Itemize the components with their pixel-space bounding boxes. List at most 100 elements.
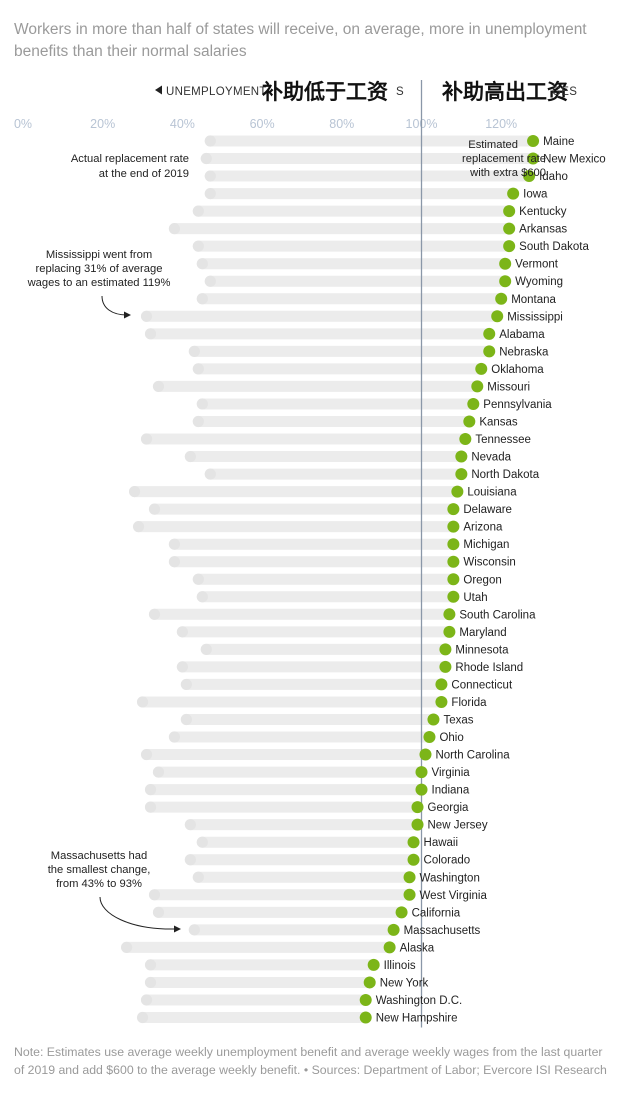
state-label-south-dakota: South Dakota bbox=[519, 241, 589, 253]
actual-dot-california bbox=[152, 906, 165, 918]
estimated-dot-virginia bbox=[415, 766, 428, 779]
actual-dot-arkansas bbox=[168, 223, 181, 235]
estimated-dot-rhode-island bbox=[439, 660, 452, 673]
header-left-overlay: 补助低于工资 bbox=[261, 79, 388, 104]
state-label-virginia: Virginia bbox=[432, 767, 471, 779]
state-label-connecticut: Connecticut bbox=[451, 679, 513, 691]
annotation-massachusetts-line-2: the smallest change, bbox=[48, 864, 151, 876]
annotation-estimated: Estimated replacement rate with extra $6… bbox=[462, 139, 546, 179]
header-left-small: UNEMPLOYMENT bbox=[166, 86, 267, 98]
state-label-maryland: Maryland bbox=[459, 627, 506, 639]
footnote: Note: Estimates use average weekly unemp… bbox=[14, 1045, 607, 1077]
actual-dot-delaware bbox=[148, 503, 161, 515]
state-label-south-carolina: South Carolina bbox=[459, 609, 536, 621]
x-tick-label-60: 60% bbox=[250, 117, 275, 131]
state-label-colorado: Colorado bbox=[424, 855, 471, 867]
chart-title: Workers in more than half of states will… bbox=[14, 21, 587, 60]
actual-dot-south-carolina bbox=[148, 608, 161, 620]
estimated-dot-south-carolina bbox=[443, 608, 456, 621]
annotation-massachusetts-line-3: from 43% to 93% bbox=[56, 878, 142, 890]
estimated-dot-connecticut bbox=[435, 678, 448, 691]
actual-dot-kentucky bbox=[192, 205, 204, 217]
actual-dot-minnesota bbox=[200, 643, 212, 655]
estimated-dot-mississippi bbox=[491, 310, 504, 323]
actual-dot-rhode-island bbox=[176, 661, 188, 673]
actual-dot-maine bbox=[204, 135, 216, 147]
actual-dot-hawaii bbox=[196, 836, 208, 848]
state-label-texas: Texas bbox=[443, 714, 473, 726]
estimated-dot-new-mexico bbox=[527, 152, 540, 165]
estimated-dot-california bbox=[395, 906, 408, 919]
estimated-dot-oklahoma bbox=[475, 362, 488, 375]
state-label-new-jersey: New Jersey bbox=[428, 820, 488, 832]
actual-dot-alaska bbox=[121, 941, 133, 953]
estimated-dot-alaska bbox=[383, 941, 396, 954]
estimated-dot-kentucky bbox=[503, 205, 516, 218]
estimated-dot-alabama bbox=[483, 327, 496, 340]
actual-dot-louisiana bbox=[128, 486, 141, 498]
state-label-georgia: Georgia bbox=[428, 802, 470, 814]
actual-dot-new-jersey bbox=[184, 819, 196, 831]
estimated-dot-south-dakota bbox=[503, 240, 516, 253]
header-left-tail: S bbox=[396, 86, 404, 98]
estimated-dot-maryland bbox=[443, 625, 456, 638]
actual-dot-indiana bbox=[144, 784, 157, 796]
estimated-dot-new-jersey bbox=[411, 818, 424, 831]
annotation-mississippi-arrowhead bbox=[124, 311, 131, 319]
actual-dot-texas bbox=[180, 713, 192, 726]
actual-dot-washington bbox=[192, 871, 204, 883]
header-right-tail: GES bbox=[552, 86, 577, 98]
actual-dot-maryland bbox=[176, 626, 188, 638]
state-label-new-mexico: New Mexico bbox=[543, 154, 606, 166]
state-label-oklahoma: Oklahoma bbox=[491, 364, 544, 376]
estimated-dot-florida bbox=[435, 695, 448, 708]
state-label-vermont: Vermont bbox=[515, 259, 559, 271]
actual-dot-montana bbox=[196, 293, 208, 305]
annotation-mississippi-line-2: replacing 31% of average bbox=[36, 263, 163, 275]
estimated-dot-louisiana bbox=[451, 485, 464, 498]
state-label-maine: Maine bbox=[543, 136, 574, 148]
annotation-massachusetts-line-1: Massachusetts had bbox=[51, 850, 147, 862]
actual-dot-ohio bbox=[168, 731, 181, 743]
state-label-alabama: Alabama bbox=[499, 329, 545, 341]
state-labels-layer: Maine New Mexico Idaho Iowa Kentucky Arkansas… bbox=[376, 136, 606, 1025]
x-tick-label-80: 80% bbox=[329, 117, 354, 131]
estimated-dot-maine bbox=[527, 135, 540, 147]
actual-dot-virginia bbox=[152, 766, 165, 778]
estimated-dot-georgia bbox=[411, 801, 424, 814]
estimated-dot-pennsylvania bbox=[467, 397, 480, 410]
header-right-overlay: 补助高出工资 bbox=[441, 79, 568, 104]
state-label-minnesota: Minnesota bbox=[455, 644, 509, 656]
estimated-dot-new-hampshire bbox=[359, 1011, 372, 1024]
state-label-mississippi: Mississippi bbox=[507, 311, 563, 323]
actual-dot-illinois bbox=[144, 959, 157, 971]
estimated-dot-kansas bbox=[463, 415, 476, 428]
state-label-rhode-island: Rhode Island bbox=[455, 662, 523, 674]
estimated-dot-arkansas bbox=[503, 222, 516, 235]
actual-dot-massachusetts bbox=[188, 924, 200, 936]
estimated-dot-ohio bbox=[423, 731, 436, 744]
estimated-dot-michigan bbox=[447, 538, 460, 551]
actual-dot-nebraska bbox=[188, 345, 200, 357]
annotation-actual-line-1: Actual replacement rate bbox=[71, 153, 189, 165]
state-label-wisconsin: Wisconsin bbox=[463, 557, 515, 569]
actual-dot-mississippi bbox=[140, 310, 153, 322]
state-label-tennessee: Tennessee bbox=[475, 434, 531, 446]
actual-dot-utah bbox=[196, 591, 208, 603]
estimated-dot-utah bbox=[447, 590, 460, 603]
actual-dot-alabama bbox=[144, 328, 157, 340]
actual-dot-washington-d-c bbox=[140, 994, 153, 1006]
estimated-dot-idaho bbox=[523, 170, 536, 183]
x-tick-label-120: 120% bbox=[485, 117, 517, 131]
x-tick-label-20: 20% bbox=[90, 117, 115, 131]
actual-dot-new-mexico bbox=[200, 152, 212, 165]
state-label-nevada: Nevada bbox=[471, 452, 511, 464]
actual-dot-idaho bbox=[204, 170, 216, 182]
state-label-north-carolina: North Carolina bbox=[435, 750, 510, 762]
state-label-north-dakota: North Dakota bbox=[471, 469, 539, 481]
x-tick-label-40: 40% bbox=[170, 117, 195, 131]
state-label-wyoming: Wyoming bbox=[515, 276, 563, 288]
actual-dot-oregon bbox=[192, 573, 204, 585]
estimated-dot-wyoming bbox=[499, 275, 512, 288]
state-label-hawaii: Hawaii bbox=[424, 837, 459, 849]
